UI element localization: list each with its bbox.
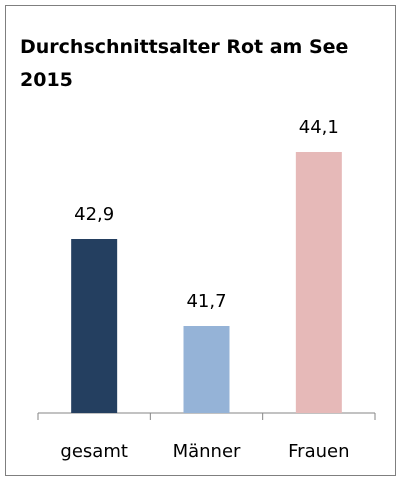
x-tick-label: gesamt [60, 441, 128, 462]
value-label: 42,9 [74, 204, 114, 225]
value-label: 41,7 [186, 291, 226, 312]
bar [71, 239, 118, 413]
x-tick-label: Männer [173, 441, 241, 462]
bar [295, 152, 342, 413]
value-label: 44,1 [299, 117, 339, 138]
chart-title: Durchschnittsalter Rot am See 2015 [20, 36, 349, 91]
chart-frame [5, 5, 396, 476]
bar [183, 326, 230, 413]
x-tick-label: Frauen [288, 441, 349, 462]
